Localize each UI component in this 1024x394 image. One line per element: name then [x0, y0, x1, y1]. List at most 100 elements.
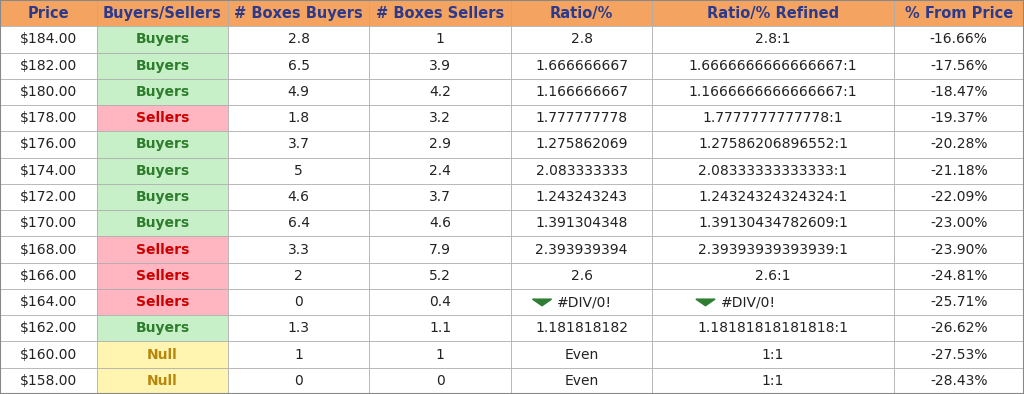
Bar [652, 0, 894, 26]
Bar [97, 52, 227, 79]
Bar [0, 263, 97, 289]
Bar [227, 368, 370, 394]
Bar [894, 368, 1024, 394]
Text: Null: Null [147, 374, 178, 388]
Bar [511, 315, 652, 342]
Text: -21.18%: -21.18% [930, 164, 987, 178]
Text: 1.27586206896552:1: 1.27586206896552:1 [698, 138, 848, 151]
Bar [97, 210, 227, 236]
Bar [652, 342, 894, 368]
Bar [227, 210, 370, 236]
Text: 4.9: 4.9 [288, 85, 309, 99]
Text: $164.00: $164.00 [20, 295, 77, 309]
Text: #DIV/0!: #DIV/0! [721, 295, 776, 309]
Text: 2.8: 2.8 [570, 32, 593, 46]
Bar [97, 184, 227, 210]
Text: 4.2: 4.2 [429, 85, 451, 99]
Bar [652, 368, 894, 394]
Bar [0, 342, 97, 368]
Text: Sellers: Sellers [136, 269, 189, 283]
Text: Buyers: Buyers [135, 85, 189, 99]
Bar [511, 342, 652, 368]
Text: -18.47%: -18.47% [930, 85, 987, 99]
Text: 1.7777777777778:1: 1.7777777777778:1 [702, 111, 844, 125]
Text: 5.2: 5.2 [429, 269, 451, 283]
Bar [97, 26, 227, 52]
Bar [227, 26, 370, 52]
Text: $170.00: $170.00 [20, 216, 77, 230]
Bar [370, 210, 511, 236]
Bar [0, 184, 97, 210]
Text: 3.3: 3.3 [288, 243, 309, 256]
Bar [97, 0, 227, 26]
Bar [511, 210, 652, 236]
Bar [370, 26, 511, 52]
Text: $184.00: $184.00 [20, 32, 77, 46]
Text: 1.181818182: 1.181818182 [536, 322, 628, 335]
Text: -26.62%: -26.62% [930, 322, 987, 335]
Bar [511, 158, 652, 184]
Polygon shape [696, 299, 715, 306]
Text: 6.4: 6.4 [288, 216, 309, 230]
Text: 4.6: 4.6 [288, 190, 309, 204]
Text: 1.1: 1.1 [429, 322, 452, 335]
Text: $158.00: $158.00 [20, 374, 77, 388]
Bar [370, 158, 511, 184]
Bar [97, 342, 227, 368]
Bar [0, 158, 97, 184]
Text: Buyers: Buyers [135, 138, 189, 151]
Bar [894, 342, 1024, 368]
Bar [227, 79, 370, 105]
Text: Buyers: Buyers [135, 32, 189, 46]
Text: Sellers: Sellers [136, 243, 189, 256]
Bar [652, 289, 894, 315]
Bar [227, 52, 370, 79]
Text: 3.9: 3.9 [429, 59, 452, 72]
Bar [511, 184, 652, 210]
Bar [511, 289, 652, 315]
Text: -19.37%: -19.37% [930, 111, 987, 125]
Bar [511, 52, 652, 79]
Text: 3.7: 3.7 [429, 190, 451, 204]
Text: 0: 0 [436, 374, 444, 388]
Text: Sellers: Sellers [136, 295, 189, 309]
Text: Buyers/Sellers: Buyers/Sellers [103, 6, 222, 20]
Bar [511, 26, 652, 52]
Bar [652, 315, 894, 342]
Text: -23.00%: -23.00% [930, 216, 987, 230]
Text: 1.8: 1.8 [288, 111, 309, 125]
Bar [0, 289, 97, 315]
Bar [370, 342, 511, 368]
Bar [894, 184, 1024, 210]
Text: 1: 1 [435, 32, 444, 46]
Bar [511, 79, 652, 105]
Text: Even: Even [564, 374, 599, 388]
Bar [227, 315, 370, 342]
Text: 7.9: 7.9 [429, 243, 452, 256]
Text: Buyers: Buyers [135, 322, 189, 335]
Bar [97, 105, 227, 131]
Text: 6.5: 6.5 [288, 59, 309, 72]
Text: $162.00: $162.00 [20, 322, 77, 335]
Bar [652, 26, 894, 52]
Bar [97, 263, 227, 289]
Bar [894, 131, 1024, 158]
Bar [894, 26, 1024, 52]
Text: 2.8: 2.8 [288, 32, 309, 46]
Bar [97, 368, 227, 394]
Text: -16.66%: -16.66% [930, 32, 988, 46]
Bar [370, 0, 511, 26]
Bar [894, 158, 1024, 184]
Bar [0, 52, 97, 79]
Text: $182.00: $182.00 [20, 59, 77, 72]
Text: -17.56%: -17.56% [930, 59, 987, 72]
Text: #DIV/0!: #DIV/0! [557, 295, 612, 309]
Text: Sellers: Sellers [136, 111, 189, 125]
Bar [652, 263, 894, 289]
Text: Buyers: Buyers [135, 59, 189, 72]
Bar [0, 315, 97, 342]
Bar [894, 52, 1024, 79]
Text: 1.24324324324324:1: 1.24324324324324:1 [698, 190, 848, 204]
Bar [511, 105, 652, 131]
Bar [370, 315, 511, 342]
